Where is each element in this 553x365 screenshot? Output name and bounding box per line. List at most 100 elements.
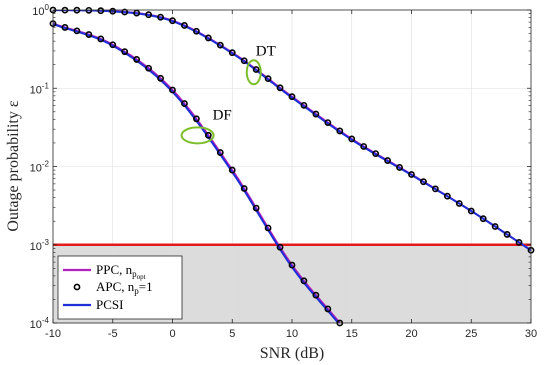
series-dt-apc-marker: [396, 164, 403, 171]
x-tick-label: 20: [405, 328, 417, 340]
series-dt-apc-marker: [300, 101, 308, 109]
y-tick-mantissa: 10: [30, 84, 42, 96]
y-tick-exponent: -2: [42, 160, 50, 169]
series-dt-apc-marker: [408, 171, 415, 178]
legend-text: PPC, n: [96, 262, 133, 277]
series-dt-apc-marker: [324, 119, 332, 127]
series-dt-apc-marker: [264, 75, 272, 83]
x-axis-label: SNR (dB): [260, 345, 324, 362]
series-df-apc-marker: [61, 24, 69, 31]
series-df-apc-marker: [145, 64, 152, 72]
series-df-apc-marker: [264, 224, 272, 232]
legend-label-0: PPC, npopt: [96, 262, 146, 281]
annotation-ellipse-df: [180, 126, 215, 145]
series-df-apc-marker: [228, 166, 236, 174]
x-tick-label: -10: [45, 328, 61, 340]
legend-text: PCSI: [96, 297, 123, 312]
series-dt-pcsi-line: [53, 10, 531, 252]
y-axis-label: Outage probability ε: [5, 100, 22, 231]
legend-subscript: p: [134, 286, 139, 296]
series-df-apc-marker: [252, 204, 260, 212]
x-tick-label: 25: [465, 328, 477, 340]
series-dt-apc-marker: [204, 34, 212, 42]
series-df-apc-marker: [181, 100, 188, 107]
y-tick-label: 10-3: [30, 238, 50, 253]
series-dt-apc-marker: [443, 192, 451, 200]
series-dt-apc-marker: [336, 127, 344, 135]
series-df-apc-marker: [288, 261, 296, 269]
y-tick-mantissa: 10: [32, 6, 44, 18]
series-dt-apc-marker: [431, 185, 439, 193]
series-dt-apc-marker: [384, 157, 391, 164]
series-dt-apc-marker: [145, 11, 152, 19]
series-dt-apc-marker: [467, 207, 475, 215]
series-dt-apc-marker: [228, 49, 236, 57]
series-dt-apc-marker: [240, 57, 248, 65]
x-tick-label: 15: [346, 328, 358, 340]
series-df-apc-marker: [300, 277, 308, 285]
series-df-apc-marker: [109, 41, 117, 49]
x-tick-label: 5: [229, 328, 235, 340]
series-dt-apc-marker: [515, 238, 523, 246]
annotation-label-dt: DT: [256, 43, 276, 59]
series-dt-apc-marker: [479, 215, 487, 223]
annotation-ellipse-dt: [245, 59, 262, 86]
annotations: DT DF: [180, 43, 276, 145]
series-dt-apc-marker: [121, 8, 129, 16]
series-df-apc-marker: [240, 185, 248, 192]
series-df-apc-marker: [157, 74, 164, 82]
series-dt-apc-marker: [252, 66, 260, 73]
x-tick-label: -5: [108, 328, 118, 340]
legend-text: APC, n: [96, 279, 135, 294]
x-tick-label: 10: [286, 328, 298, 340]
series-df-apc-marker: [324, 305, 332, 313]
series-dt-apc-marker: [503, 231, 511, 238]
x-tick-label: 30: [525, 328, 537, 340]
y-tick-label: 100: [32, 3, 49, 18]
series-df-apc-marker: [97, 35, 105, 43]
series-dt-apc-marker: [372, 150, 380, 158]
legend-subscript: p: [132, 269, 137, 279]
y-tick-exponent: -1: [42, 81, 50, 90]
legend-box: [57, 255, 183, 320]
y-tick-label: 10-2: [30, 160, 50, 175]
series-df-apc-marker: [216, 149, 224, 156]
y-tick-label: 10-1: [30, 81, 50, 96]
series-dt-apc-marker: [360, 143, 368, 150]
y-tick-exponent: -4: [42, 316, 50, 325]
x-tick-label: 0: [169, 328, 175, 340]
series-df-apc-marker: [312, 291, 320, 299]
series-df-apc-marker: [73, 27, 81, 35]
series-df-apc-marker: [169, 86, 176, 94]
series-dt-apc-marker: [276, 84, 284, 92]
y-tick-exponent: -3: [42, 238, 50, 247]
series-df-apc-marker: [204, 131, 212, 139]
y-tick-exponent: 0: [45, 3, 50, 12]
series-dt-apc-marker: [169, 17, 176, 25]
series-dt-apc-marker: [97, 7, 105, 15]
series-df-apc-marker: [121, 48, 129, 56]
series-dt-apc-marker: [157, 13, 164, 21]
annotation-label-df: DF: [213, 107, 232, 123]
series-dt-apc-marker: [192, 27, 200, 35]
series-df-apc-marker: [276, 243, 284, 251]
legend-label-2: PCSI: [96, 297, 123, 312]
y-tick-mantissa: 10: [30, 241, 42, 253]
legend-suffix: =1: [139, 279, 153, 294]
x-ticks: -10 -5 0 5 10 15 20 25 30: [45, 10, 537, 340]
series-dt-apc-marker: [216, 41, 224, 49]
series-dt-apc-marker: [420, 178, 427, 186]
series-df-apc-marker: [85, 31, 93, 38]
series-dt-apc-marker: [181, 22, 188, 29]
y-tick-mantissa: 10: [30, 163, 42, 175]
series-dt-apc-marker: [312, 110, 320, 118]
grid: [53, 10, 531, 323]
legend-label-1: APC, np=1: [96, 279, 153, 296]
series-df-apc-marker: [192, 115, 200, 123]
y-tick-mantissa: 10: [30, 319, 42, 331]
legend-subsubscript: opt: [137, 273, 146, 281]
series-df-apc-marker: [133, 56, 141, 63]
